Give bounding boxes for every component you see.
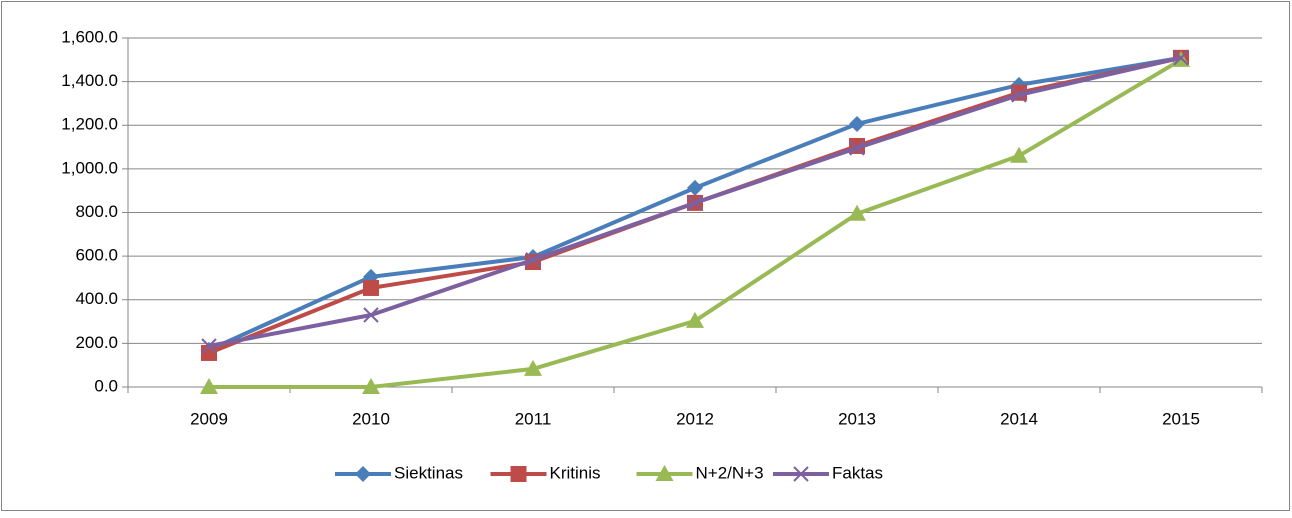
y-tick-label: 1,400.0 — [61, 71, 118, 90]
x-tick-label: 2014 — [1000, 409, 1038, 428]
point-marker — [201, 338, 217, 354]
point-marker — [686, 311, 704, 328]
legend-marker — [655, 465, 674, 481]
point-marker — [525, 252, 541, 268]
y-tick-label: 1,000.0 — [61, 158, 118, 177]
legend-label: Siektinas — [394, 463, 463, 482]
x-tick-label: 2013 — [838, 409, 876, 428]
x-tick-label: 2009 — [190, 409, 228, 428]
point-marker — [1010, 146, 1028, 163]
point-marker — [849, 140, 865, 156]
legend-label: Faktas — [832, 463, 883, 482]
point-marker — [1011, 87, 1027, 103]
x-tick-label: 2011 — [515, 409, 552, 428]
point-marker — [849, 115, 865, 132]
y-tick-label: 1,200.0 — [61, 115, 118, 134]
legend-label: Kritinis — [550, 463, 601, 482]
y-tick-label: 800.0 — [75, 202, 118, 221]
x-tick-label: 2015 — [1162, 409, 1200, 428]
y-tick-label: 400.0 — [75, 289, 118, 308]
legend-marker — [355, 466, 371, 482]
point-marker — [687, 179, 703, 196]
x-tick-label: 2012 — [676, 409, 714, 428]
point-marker — [363, 279, 379, 296]
point-marker — [524, 359, 542, 376]
legend: Siektinas Kritinis N+2/N+3 Faktas — [335, 463, 883, 482]
point-marker — [362, 378, 380, 394]
point-marker — [200, 378, 218, 394]
point-marker — [1173, 50, 1189, 66]
point-marker — [363, 307, 379, 323]
y-tick-label: 600.0 — [75, 246, 118, 265]
legend-marker — [793, 466, 809, 482]
y-tick-label: 0.0 — [94, 376, 118, 395]
legend-label: N+2/N+3 — [696, 463, 764, 482]
legend-marker — [510, 466, 527, 482]
x-tick-label: 2010 — [352, 409, 390, 428]
y-tick-label: 200.0 — [75, 333, 118, 352]
point-marker — [687, 195, 703, 211]
y-tick-label: 1,600.0 — [61, 27, 118, 46]
point-marker — [848, 204, 866, 221]
